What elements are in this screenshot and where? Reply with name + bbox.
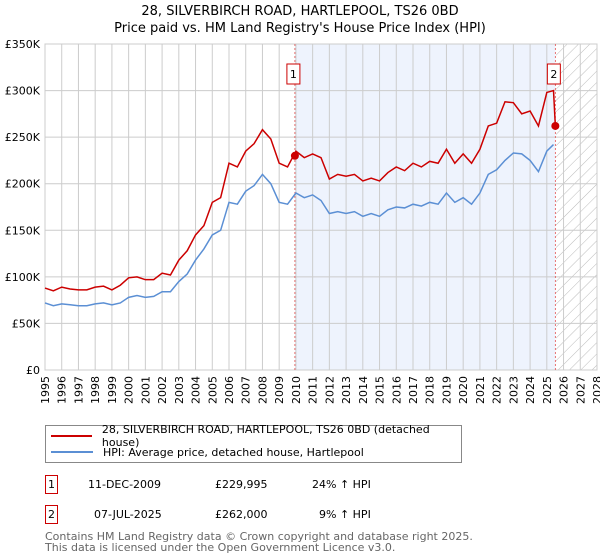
y-tick-label: £0 xyxy=(26,364,40,377)
sale-hpi: 24% ↑ HPI xyxy=(312,478,371,491)
x-tick-label: 2027 xyxy=(574,376,587,404)
x-tick-label: 2009 xyxy=(273,376,286,404)
x-tick-label: 1999 xyxy=(106,376,119,404)
sale-label-box xyxy=(286,63,301,85)
footer-line: This data is licensed under the Open Gov… xyxy=(45,541,396,554)
sale-label: 1 xyxy=(290,68,297,81)
x-tick-label: 2023 xyxy=(507,376,520,404)
sale-row: 1 11-DEC-2009 £229,995 24% ↑ HPI xyxy=(45,475,465,495)
x-tick-label: 2003 xyxy=(173,376,186,404)
footer: Contains HM Land Registry data © Crown c… xyxy=(45,531,473,553)
x-tick-label: 2018 xyxy=(424,376,437,404)
x-tick-label: 2004 xyxy=(190,376,203,404)
x-tick-label: 2011 xyxy=(307,376,320,404)
x-tick-label: 1998 xyxy=(89,376,102,404)
footer-line: Contains HM Land Registry data © Crown c… xyxy=(45,530,473,543)
sale-label: 2 xyxy=(550,68,557,81)
y-tick-label: £250K xyxy=(5,131,41,144)
sale-badge: 2 xyxy=(45,505,58,524)
legend: 28, SILVERBIRCH ROAD, HARTLEPOOL, TS26 0… xyxy=(45,423,462,463)
x-tick-label: 2025 xyxy=(541,376,554,404)
plot-frame xyxy=(44,43,598,371)
chart-subtitle: Price paid vs. HM Land Registry's House … xyxy=(114,21,486,36)
x-tick-label: 2013 xyxy=(340,376,353,404)
x-tick-label: 2010 xyxy=(290,376,303,404)
price-chart: 1995 1996 1997 1998 1999 2000 2001 2002 2003 2004… xyxy=(5,38,600,404)
x-tick-label: 1997 xyxy=(72,376,85,404)
x-tick-label: 1996 xyxy=(56,376,69,404)
sale-price: £262,000 xyxy=(215,508,268,521)
x-tick-label: 2005 xyxy=(206,376,219,404)
x-tick-label: 2016 xyxy=(390,376,403,404)
sale-hpi: 9% ↑ HPI xyxy=(319,508,371,521)
x-tick-label: 2008 xyxy=(256,376,269,404)
x-tick-label: 2026 xyxy=(558,376,571,404)
x-tick-label: 2002 xyxy=(156,376,169,404)
property-price-line xyxy=(44,89,557,292)
y-tick-label: £300K xyxy=(5,85,41,98)
y-tick-label: £150K xyxy=(5,224,41,237)
x-tick-label: 1995 xyxy=(39,376,52,404)
legend-label: HPI: Average price, detached house, Hart… xyxy=(103,445,364,459)
legend-item-property: 28, SILVERBIRCH ROAD, HARTLEPOOL, TS26 0… xyxy=(51,423,461,449)
sale-date: 07-JUL-2025 xyxy=(94,508,162,521)
sale-point xyxy=(551,121,560,130)
y-tick-label: £50K xyxy=(12,317,41,330)
x-tick-label: 2017 xyxy=(407,376,420,404)
x-tick-label: 2006 xyxy=(223,376,236,404)
legend-swatch-blue xyxy=(51,451,93,453)
sale-date: 11-DEC-2009 xyxy=(88,478,162,491)
x-tick-label: 2007 xyxy=(240,376,253,404)
sale-label-box xyxy=(546,63,561,85)
x-tick-label: 2024 xyxy=(524,376,537,404)
sale-badge: 1 xyxy=(45,475,58,494)
y-tick-label: £100K xyxy=(5,271,41,284)
x-tick-label: 2000 xyxy=(123,376,136,404)
x-tick-label: 2028 xyxy=(591,376,600,404)
y-tick-label: £200K xyxy=(5,178,41,191)
legend-item-hpi: HPI: Average price, detached house, Hart… xyxy=(51,444,364,460)
x-tick-label: 2014 xyxy=(357,376,370,404)
legend-label: 28, SILVERBIRCH ROAD, HARTLEPOOL, TS26 0… xyxy=(101,423,430,449)
x-tick-label: 2012 xyxy=(323,376,336,404)
hpi-line xyxy=(44,144,555,307)
x-tick-label: 2001 xyxy=(139,376,152,404)
x-tick-label: 2022 xyxy=(491,376,504,404)
y-tick-label: £350K xyxy=(5,38,41,51)
x-tick-label: 2021 xyxy=(474,376,487,404)
ownership-period-shade xyxy=(294,44,556,370)
forecast-hatch xyxy=(556,44,597,370)
legend-swatch-red xyxy=(51,435,92,437)
x-tick-label: 2020 xyxy=(457,376,470,404)
sale-point xyxy=(290,151,299,160)
x-tick-label: 2019 xyxy=(440,376,453,404)
sale-price: £229,995 xyxy=(215,478,268,491)
sale-row: 2 07-JUL-2025 £262,000 9% ↑ HPI xyxy=(45,505,465,525)
x-tick-label: 2015 xyxy=(374,376,387,404)
chart-title: 28, SILVERBIRCH ROAD, HARTLEPOOL, TS26 0… xyxy=(141,4,459,19)
